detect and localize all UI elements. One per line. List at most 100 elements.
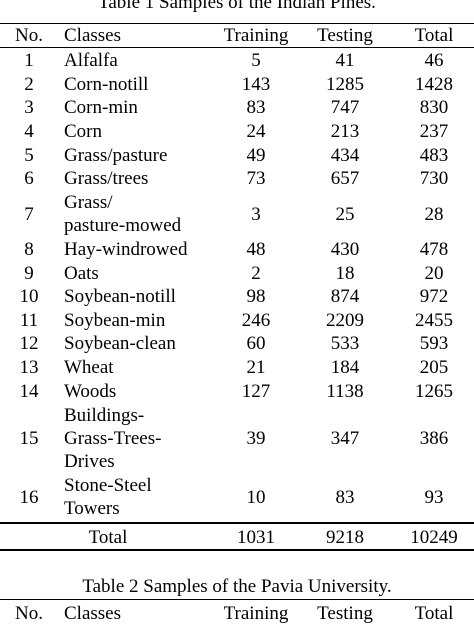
- table2-header-total: Total: [414, 602, 454, 624]
- table1-header-rule: [0, 47, 474, 48]
- row-training: 143: [241, 73, 271, 95]
- row-training: 49: [246, 144, 266, 166]
- row-training: 24: [246, 121, 266, 143]
- total-total: 10249: [410, 526, 458, 548]
- row-total: 730: [419, 168, 449, 190]
- table1-total-rule: [0, 522, 474, 524]
- class-line: Stone-Steel: [64, 475, 152, 497]
- row-total: 2455: [415, 309, 453, 331]
- row-total: 386: [419, 427, 449, 449]
- row-class: Soybean-notill: [64, 285, 214, 309]
- row-no: 16: [19, 486, 39, 508]
- class-line: Corn-notill: [64, 73, 149, 95]
- class-line: Alfalfa: [64, 50, 118, 72]
- table-row: 14 Woods 127 1138 1265: [0, 379, 474, 403]
- row-no: 4: [24, 121, 34, 143]
- header-no: No.: [15, 24, 43, 46]
- row-testing: 213: [330, 121, 360, 143]
- row-training: 246: [241, 309, 271, 331]
- table-row: 10 Soybean-notill 98 874 972: [0, 285, 474, 309]
- table-row: 6 Grass/trees 73 657 730: [0, 167, 474, 191]
- table2-top-rule: [0, 599, 474, 600]
- row-training: 10: [246, 486, 266, 508]
- table-row: 15 Buildings- Grass-Trees- Drives 39 347 386: [0, 403, 474, 474]
- row-testing: 874: [330, 286, 360, 308]
- table-row: 11 Soybean-min 246 2209 2455: [0, 309, 474, 333]
- row-training: 39: [246, 427, 266, 449]
- class-line: pasture-mowed: [64, 215, 182, 237]
- table1-header-row: No. Classes Training Testing Total: [0, 24, 474, 46]
- row-no: 1: [24, 50, 34, 72]
- table-row: 7 Grass/pasture-mowed 3 25 28: [0, 191, 474, 238]
- total-testing: 9218: [326, 526, 364, 548]
- table1-top-rule: [0, 23, 474, 24]
- class-line: Woods: [64, 380, 117, 402]
- row-total: 593: [419, 333, 449, 355]
- table1-caption: Table 1 Samples of the Indian Pines.: [98, 0, 376, 13]
- row-training: 3: [251, 203, 261, 225]
- row-class: Corn-notill: [64, 73, 214, 97]
- row-testing: 533: [330, 333, 360, 355]
- row-class: Grass/trees: [64, 167, 214, 191]
- row-training: 98: [246, 286, 266, 308]
- header-total: Total: [414, 24, 454, 46]
- row-training: 5: [251, 50, 261, 72]
- row-total: 237: [419, 121, 449, 143]
- row-class: Corn-min: [64, 96, 214, 120]
- class-line: Grass/: [64, 192, 113, 214]
- table2-header-training: Training: [223, 602, 289, 624]
- table-row: 8 Hay-windrowed 48 430 478: [0, 238, 474, 262]
- table1-total-row: Total 1031 9218 10249: [0, 525, 474, 549]
- class-line: Grass/trees: [64, 168, 149, 190]
- row-no: 7: [24, 203, 34, 225]
- table-row: 4 Corn 24 213 237: [0, 120, 474, 144]
- table-row: 1 Alfalfa 5 41 46: [0, 49, 474, 73]
- table1-bottom-rule: [0, 549, 474, 551]
- row-testing: 1138: [326, 380, 364, 402]
- row-training: 60: [246, 333, 266, 355]
- row-no: 10: [19, 286, 39, 308]
- row-testing: 184: [330, 357, 360, 379]
- row-no: 2: [24, 73, 34, 95]
- class-line: Buildings-: [64, 404, 145, 426]
- class-line: Wheat: [64, 357, 114, 379]
- row-testing: 347: [330, 427, 360, 449]
- row-testing: 657: [330, 168, 360, 190]
- row-training: 83: [246, 97, 266, 119]
- table-row: 3 Corn-min 83 747 830: [0, 96, 474, 120]
- row-no: 13: [19, 357, 39, 379]
- row-class: Buildings- Grass-Trees- Drives: [64, 403, 214, 474]
- class-line: Grass-Trees-: [64, 427, 162, 449]
- class-line: Soybean-min: [64, 309, 166, 331]
- row-total: 20: [424, 262, 444, 284]
- row-no: 11: [19, 309, 39, 331]
- class-line: Drives: [64, 450, 115, 472]
- row-no: 5: [24, 144, 34, 166]
- row-class: Stone-Steel Towers: [64, 474, 214, 521]
- row-class: Corn: [64, 120, 214, 144]
- row-no: 12: [19, 333, 39, 355]
- row-class: Hay-windrowed: [64, 238, 214, 262]
- row-no: 14: [19, 380, 39, 402]
- class-line: Towers: [64, 498, 120, 520]
- row-total: 205: [419, 357, 449, 379]
- class-line: Soybean-notill: [64, 286, 176, 308]
- row-total: 483: [419, 144, 449, 166]
- class-line: Corn-min: [64, 97, 138, 119]
- row-class: Grass/pasture-mowed: [64, 191, 214, 238]
- table2-header-no: No.: [15, 602, 43, 624]
- row-no: 8: [24, 239, 34, 261]
- table-row: 12 Soybean-clean 60 533 593: [0, 332, 474, 356]
- row-testing: 83: [335, 486, 355, 508]
- class-line: Hay-windrowed: [64, 239, 188, 261]
- row-testing: 747: [330, 97, 360, 119]
- header-classes: Classes: [64, 24, 121, 46]
- table-row: 9 Oats 2 18 20: [0, 261, 474, 285]
- row-no: 3: [24, 97, 34, 119]
- table2-header-classes: Classes: [64, 602, 121, 624]
- class-line: Grass/pasture: [64, 144, 168, 166]
- row-class: Grass/pasture: [64, 143, 214, 167]
- row-class: Woods: [64, 379, 214, 403]
- table-row: 13 Wheat 21 184 205: [0, 356, 474, 380]
- header-training: Training: [223, 24, 289, 46]
